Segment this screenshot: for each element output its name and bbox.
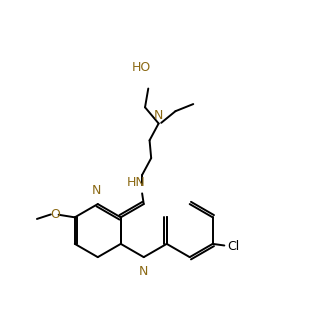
- Text: HO: HO: [132, 61, 151, 74]
- Text: Cl: Cl: [227, 240, 240, 253]
- Text: N: N: [92, 184, 101, 197]
- Text: N: N: [154, 109, 163, 122]
- Text: O: O: [50, 208, 60, 221]
- Text: N: N: [139, 265, 149, 278]
- Text: HN: HN: [127, 176, 146, 189]
